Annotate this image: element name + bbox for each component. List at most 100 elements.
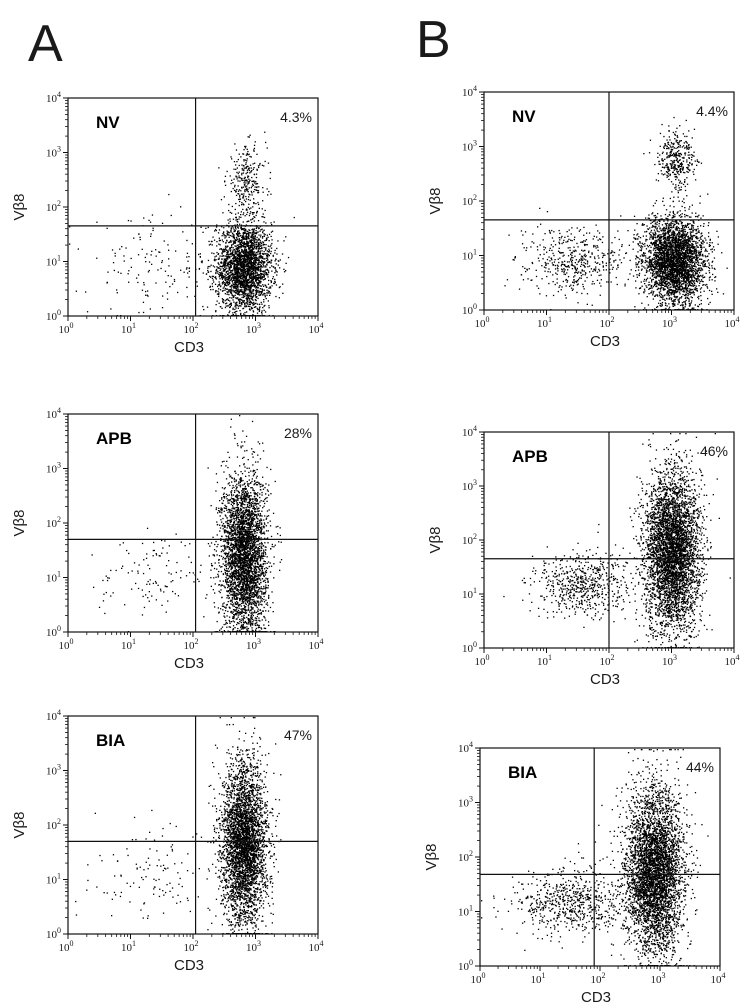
tick-label-y: 103 (462, 478, 477, 493)
y-axis-title: Vβ8 (11, 812, 28, 839)
sample-label: NV (96, 113, 120, 132)
tick-label-y: 104 (46, 90, 61, 105)
tick-label-y: 103 (46, 763, 61, 778)
tick-label-y: 100 (458, 958, 473, 973)
tick-label-x: 104 (309, 321, 324, 336)
population-cloud (75, 809, 246, 931)
tick-label-x: 102 (184, 321, 199, 336)
tick-label-y: 100 (462, 640, 477, 655)
tick-label-y: 101 (46, 254, 61, 269)
population-cloud (616, 187, 728, 311)
tick-label-y: 101 (462, 248, 477, 263)
quadrant-percent-label: 47% (284, 727, 312, 743)
tick-label-y: 101 (46, 570, 61, 585)
tick-label-x: 100 (59, 637, 74, 652)
tick-label-x: 101 (531, 971, 546, 986)
tick-label-y: 104 (462, 424, 477, 439)
x-axis-title: CD3 (581, 989, 611, 1005)
event-dots (481, 749, 709, 967)
sample-label: APB (96, 429, 132, 448)
population-cloud (615, 433, 731, 649)
y-axis-title: Vβ8 (427, 527, 444, 554)
tick-label-y: 100 (46, 624, 61, 639)
tick-label-y: 103 (46, 145, 61, 160)
tick-label-x: 100 (475, 653, 490, 668)
quadrant-percent-label: 46% (700, 443, 728, 459)
sample-label: BIA (96, 731, 125, 750)
tick-label-y: 102 (46, 199, 61, 214)
tick-label-y: 100 (462, 302, 477, 317)
tick-label-x: 104 (711, 971, 726, 986)
population-cloud (504, 207, 645, 311)
tick-label-x: 104 (725, 653, 740, 668)
y-axis-title: Vβ8 (11, 194, 28, 221)
tick-label-x: 103 (246, 939, 261, 954)
sample-label: NV (512, 107, 536, 126)
tick-label-x: 101 (537, 315, 552, 330)
population-cloud (643, 116, 703, 200)
tick-label-y: 102 (462, 532, 477, 547)
x-axis-title: CD3 (174, 655, 204, 672)
tick-label-y: 103 (458, 795, 473, 810)
sample-label: BIA (508, 763, 537, 782)
tick-label-y: 103 (46, 461, 61, 476)
tick-label-y: 104 (462, 84, 477, 99)
x-axis-title: CD3 (174, 339, 204, 356)
tick-label-x: 103 (246, 321, 261, 336)
tick-label-x: 101 (121, 637, 136, 652)
tick-label-x: 102 (591, 971, 606, 986)
quadrant-percent-label: 44% (686, 759, 714, 775)
quadrant-percent-label: 4.4% (696, 103, 728, 119)
tick-label-x: 103 (662, 315, 677, 330)
population-cloud (594, 749, 709, 967)
population-cloud (203, 415, 283, 633)
tick-label-y: 100 (46, 308, 61, 323)
panel-letter-b: B (416, 14, 451, 66)
population-cloud (218, 131, 272, 237)
sample-label: APB (512, 447, 548, 466)
tick-label-x: 102 (184, 637, 199, 652)
y-axis-title: Vβ8 (11, 510, 28, 537)
tick-label-y: 101 (458, 904, 473, 919)
population-cloud (69, 193, 219, 317)
tick-label-y: 104 (46, 406, 61, 421)
population-cloud (481, 843, 658, 951)
tick-label-x: 100 (59, 939, 74, 954)
population-cloud (207, 717, 282, 935)
event-dots (504, 116, 728, 311)
population-cloud (188, 188, 295, 317)
tick-label-x: 104 (725, 315, 740, 330)
tick-label-y: 101 (462, 586, 477, 601)
tick-label-y: 104 (46, 708, 61, 723)
tick-label-x: 101 (121, 939, 136, 954)
population-cloud (503, 523, 663, 628)
x-axis-title: CD3 (590, 333, 620, 350)
x-axis-title: CD3 (174, 957, 204, 974)
tick-label-x: 104 (309, 939, 324, 954)
tick-label-y: 103 (462, 139, 477, 154)
tick-label-x: 100 (59, 321, 74, 336)
quadrant-percent-label: 28% (284, 425, 312, 441)
population-cloud (91, 527, 246, 633)
event-dots (69, 131, 295, 317)
tick-label-y: 102 (46, 515, 61, 530)
x-axis-title: CD3 (590, 671, 620, 688)
tick-label-x: 100 (471, 971, 486, 986)
event-dots (91, 415, 283, 633)
tick-label-x: 103 (246, 637, 261, 652)
tick-label-x: 103 (651, 971, 666, 986)
y-axis-title: Vβ8 (427, 188, 444, 215)
quadrant-percent-label: 4.3% (280, 109, 312, 125)
tick-label-y: 102 (46, 817, 61, 832)
tick-label-x: 100 (475, 315, 490, 330)
tick-label-x: 103 (662, 653, 677, 668)
tick-label-x: 102 (600, 653, 615, 668)
event-dots (503, 433, 731, 649)
tick-label-x: 101 (537, 653, 552, 668)
tick-label-y: 101 (46, 872, 61, 887)
